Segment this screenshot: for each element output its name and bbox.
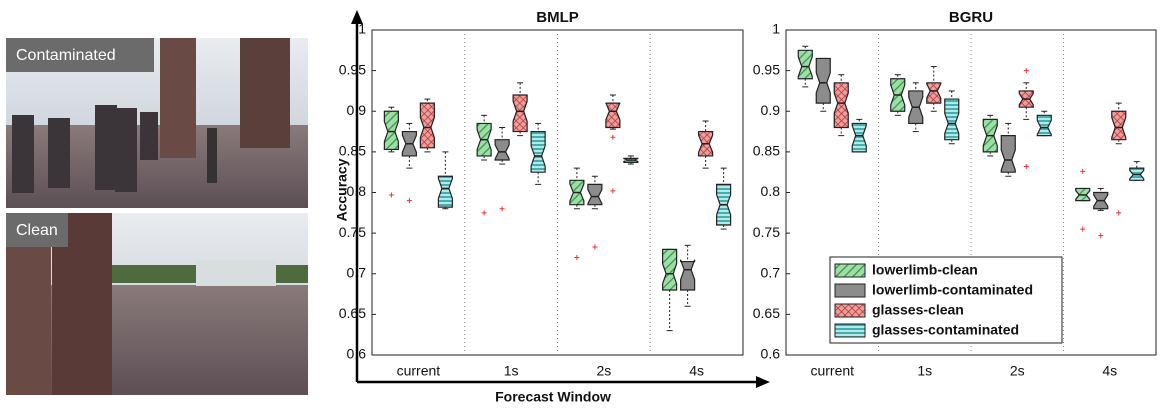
y-axis-arrowhead	[351, 10, 363, 24]
outlier	[1023, 164, 1029, 169]
outlier	[610, 188, 616, 194]
box	[1036, 114, 1052, 137]
photo-label: Clean	[16, 222, 58, 239]
box	[605, 102, 621, 129]
box	[383, 110, 399, 151]
outlier	[574, 255, 580, 260]
photo-pillar	[160, 38, 196, 158]
y-tick-label: 0.6	[761, 346, 781, 362]
legend-swatch	[834, 323, 866, 338]
y-tick-label: 0.8	[761, 183, 781, 199]
y-axis-label: Accuracy	[334, 158, 350, 221]
box	[926, 82, 942, 104]
box	[494, 139, 510, 161]
y-tick-label: 0.65	[753, 305, 780, 321]
outlier	[499, 206, 505, 212]
legend-swatch	[834, 263, 866, 278]
x-tick-label: 1s	[917, 363, 932, 379]
photo-ground	[6, 285, 308, 395]
photo-bus	[196, 260, 276, 286]
legend-label: glasses-clean	[872, 302, 964, 318]
box	[437, 175, 453, 208]
x-tick-label: 2s	[1010, 363, 1025, 379]
outlier	[1023, 68, 1029, 74]
x-axis-arrowhead	[756, 376, 770, 388]
photo-post	[207, 128, 217, 183]
box	[512, 94, 528, 133]
photo-contaminated: Contaminated	[6, 38, 308, 208]
photo-clean: Clean	[6, 213, 308, 395]
y-tick-label: 0.85	[339, 143, 366, 159]
legend-label: lowerlimb-contaminated	[872, 282, 1033, 298]
y-tick-label: 0.75	[753, 224, 780, 240]
outlier	[1098, 233, 1104, 239]
y-tick-label: 0.75	[339, 224, 366, 240]
photo-label: Contaminated	[16, 47, 116, 64]
photo-pillar	[240, 38, 290, 148]
box	[797, 49, 813, 80]
outlier	[592, 244, 598, 250]
box	[815, 57, 831, 104]
x-tick-label: current	[810, 363, 854, 379]
photo-people	[12, 105, 158, 193]
outlier	[1080, 226, 1086, 232]
y-tick-label: 1	[358, 21, 366, 37]
box	[944, 98, 960, 141]
outlier	[610, 134, 616, 140]
legend-swatch	[834, 283, 866, 298]
box	[419, 102, 435, 149]
y-tick-label: 0.95	[339, 61, 366, 77]
y-tick-label: 1	[772, 21, 780, 37]
box	[851, 122, 867, 153]
legend-label: lowerlimb-clean	[872, 262, 978, 278]
x-tick-label: current	[397, 363, 441, 379]
y-tick-label: 0.9	[761, 102, 781, 118]
x-tick-label: 1s	[504, 363, 519, 379]
outlier	[388, 192, 394, 198]
legend-swatch	[834, 303, 866, 318]
photo-label-box	[6, 38, 154, 72]
y-tick-label: 0.7	[761, 264, 781, 280]
box	[530, 130, 546, 173]
y-tick-label: 0.65	[339, 305, 366, 321]
outlier	[1116, 210, 1122, 216]
x-tick-label: 4s	[689, 363, 704, 379]
box	[1111, 110, 1127, 141]
outlier	[406, 198, 412, 204]
box	[680, 259, 696, 291]
y-tick-label: 0.95	[753, 61, 780, 77]
outlier	[1080, 168, 1086, 174]
legend-label: glasses-contaminated	[872, 322, 1019, 338]
box	[1000, 135, 1016, 173]
outlier	[481, 210, 487, 216]
chart-title: BGRU	[949, 9, 993, 26]
legend-box	[829, 256, 1063, 344]
x-tick-label: 4s	[1102, 363, 1117, 379]
y-tick-label: 0.85	[753, 143, 780, 159]
box	[587, 183, 603, 206]
box	[662, 248, 678, 291]
photo-label-box	[6, 213, 68, 247]
x-tick-label: 2s	[596, 363, 611, 379]
chart-title: BMLP	[536, 9, 579, 26]
box	[833, 82, 849, 129]
x-axis-label: Forecast Window	[495, 389, 611, 405]
